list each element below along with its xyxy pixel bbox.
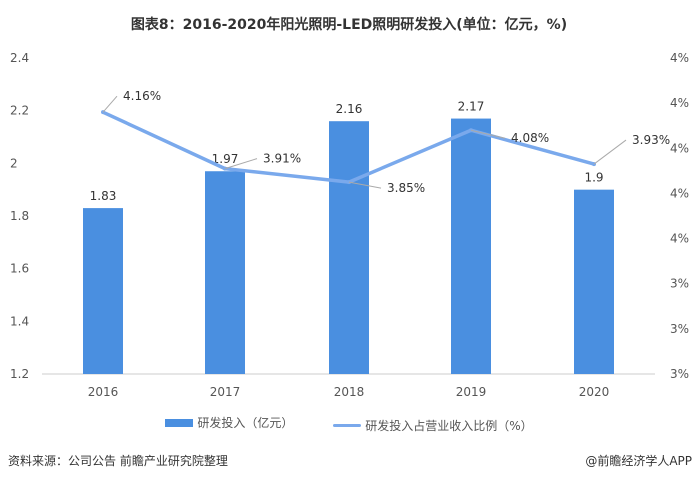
line-data-label: 4.16% <box>123 89 161 103</box>
bar <box>329 121 369 374</box>
line-data-label: 4.08% <box>511 131 549 145</box>
left-tick-label: 1.8 <box>10 209 29 223</box>
right-tick-label: 4% <box>670 51 689 65</box>
bar-data-label: 1.83 <box>90 189 117 203</box>
left-tick-label: 2 <box>10 156 18 170</box>
bar <box>574 189 614 374</box>
left-tick-label: 2.4 <box>10 51 29 65</box>
credit: @前瞻经济学人APP <box>585 454 692 468</box>
legend-swatch-line <box>333 423 362 427</box>
line-data-label: 3.91% <box>263 152 301 166</box>
x-tick-label: 2017 <box>210 385 241 399</box>
left-tick-label: 1.2 <box>10 367 29 381</box>
left-tick-label: 1.4 <box>10 314 29 328</box>
leader-line <box>470 129 506 139</box>
x-tick-label: 2016 <box>88 385 119 399</box>
leader-line <box>348 181 382 189</box>
line-data-label: 3.85% <box>387 181 425 195</box>
legend-item-line: 研发投入占营业收入比例（%） <box>333 417 533 434</box>
bar-data-label: 1.9 <box>584 171 603 185</box>
x-tick-label: 2018 <box>334 385 365 399</box>
line-data-label: 3.93% <box>632 133 670 147</box>
right-tick-label: 4% <box>670 232 689 246</box>
leader-line <box>593 139 627 165</box>
x-tick-label: 2019 <box>456 385 487 399</box>
leader-line <box>224 158 258 170</box>
legend: 研发投入（亿元） 研发投入占营业收入比例（%） <box>0 414 698 434</box>
right-tick-label: 3% <box>670 367 689 381</box>
chart-title: 图表8：2016-2020年阳光照明-LED照明研发投入(单位：亿元，%) <box>130 17 568 33</box>
right-tick-label: 3% <box>670 277 689 291</box>
left-tick-label: 2.2 <box>10 104 29 118</box>
bar-data-label: 2.17 <box>458 100 485 114</box>
right-tick-label: 3% <box>670 322 689 336</box>
legend-label-line: 研发投入占营业收入比例（%） <box>365 418 533 433</box>
legend-swatch-bar <box>165 418 194 427</box>
bar <box>83 208 123 374</box>
x-tick-label: 2020 <box>579 385 610 399</box>
bar <box>451 118 491 374</box>
right-tick-label: 4% <box>670 141 689 155</box>
right-tick-label: 4% <box>670 96 689 110</box>
right-tick-label: 4% <box>670 186 689 200</box>
leader-line <box>102 95 118 113</box>
legend-label-bar: 研发投入（亿元） <box>197 416 294 430</box>
source-note: 资料来源：公司公告 前瞻产业研究院整理 <box>8 454 228 468</box>
legend-item-bar: 研发投入（亿元） <box>165 414 293 431</box>
bar-data-label: 1.97 <box>212 152 239 166</box>
left-tick-label: 1.6 <box>10 262 29 276</box>
bar <box>205 171 245 374</box>
bar-data-label: 2.16 <box>336 102 363 116</box>
